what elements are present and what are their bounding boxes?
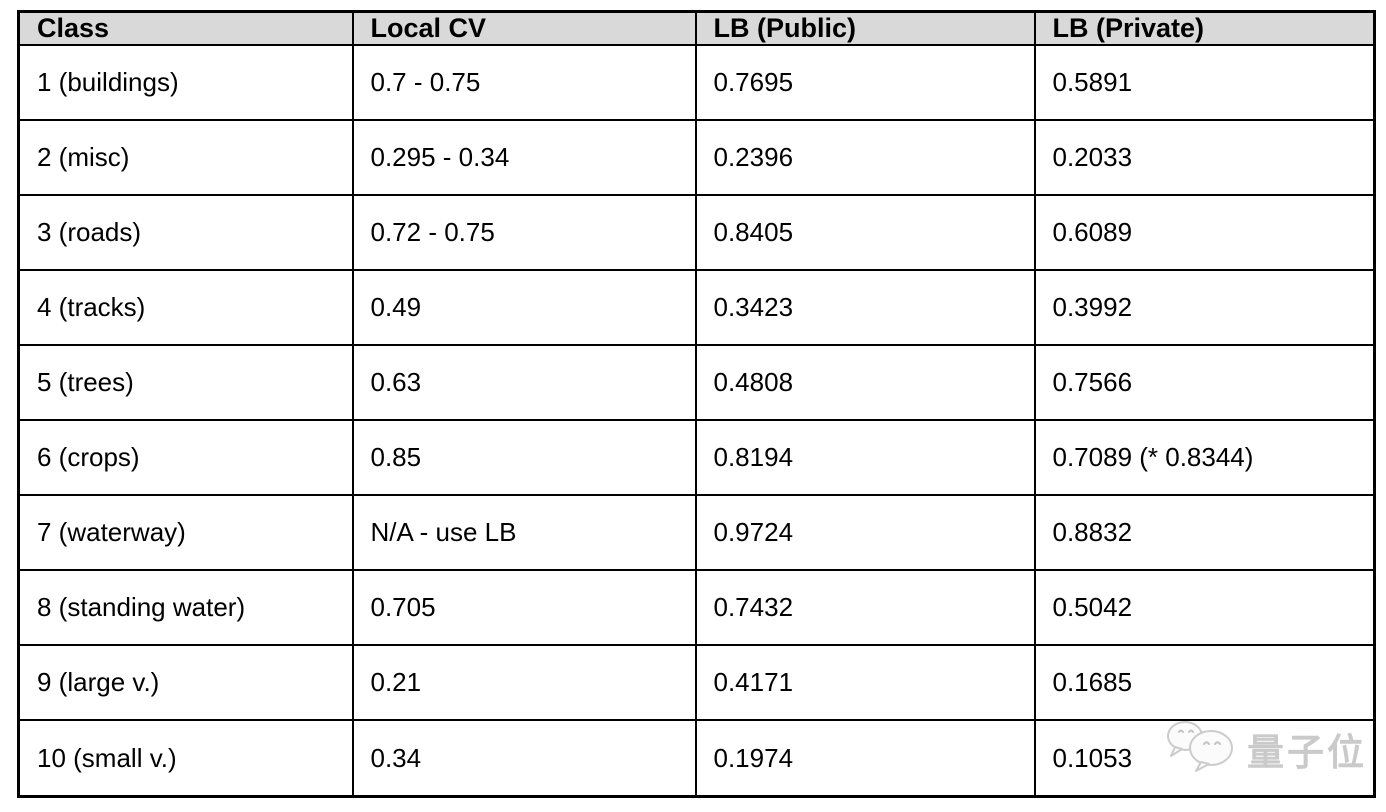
table-row: 1 (buildings) 0.7 - 0.75 0.7695 0.5891 bbox=[17, 43, 1376, 122]
cell-lb-public: 0.8405 bbox=[694, 194, 1036, 272]
table-row: 6 (crops) 0.85 0.8194 0.7089 (* 0.8344) bbox=[17, 419, 1376, 497]
table-row: 2 (misc) 0.295 - 0.34 0.2396 0.2033 bbox=[17, 119, 1376, 197]
cell-class: 10 (small v.) bbox=[17, 719, 354, 798]
cell-local-cv: 0.63 bbox=[351, 344, 697, 422]
cell-local-cv: 0.49 bbox=[351, 269, 697, 347]
cell-lb-private: 0.1053 bbox=[1033, 719, 1376, 798]
cell-lb-private: 0.7566 bbox=[1033, 344, 1376, 422]
table-row: 3 (roads) 0.72 - 0.75 0.8405 0.6089 bbox=[17, 194, 1376, 272]
table-header: Class Local CV LB (Public) LB (Private) bbox=[17, 10, 1376, 46]
cell-lb-public: 0.7432 bbox=[694, 569, 1036, 647]
cell-class: 8 (standing water) bbox=[17, 569, 354, 647]
table-row: 5 (trees) 0.63 0.4808 0.7566 bbox=[17, 344, 1376, 422]
cell-lb-private: 0.6089 bbox=[1033, 194, 1376, 272]
cell-class: 5 (trees) bbox=[17, 344, 354, 422]
cell-local-cv: 0.34 bbox=[351, 719, 697, 798]
cell-lb-public: 0.7695 bbox=[694, 43, 1036, 122]
cell-local-cv: 0.7 - 0.75 bbox=[351, 43, 697, 122]
cell-lb-private: 0.2033 bbox=[1033, 119, 1376, 197]
cell-class: 4 (tracks) bbox=[17, 269, 354, 347]
cell-class: 6 (crops) bbox=[17, 419, 354, 497]
header-cell-class: Class bbox=[17, 10, 354, 46]
cell-lb-public: 0.1974 bbox=[694, 719, 1036, 798]
table-row: 10 (small v.) 0.34 0.1974 0.1053 bbox=[17, 719, 1376, 798]
cell-local-cv: N/A - use LB bbox=[351, 494, 697, 572]
results-table: Class Local CV LB (Public) LB (Private) … bbox=[17, 10, 1376, 798]
cell-lb-private: 0.7089 (* 0.8344) bbox=[1033, 419, 1376, 497]
cell-local-cv: 0.295 - 0.34 bbox=[351, 119, 697, 197]
header-cell-lb-public: LB (Public) bbox=[694, 10, 1036, 46]
cell-lb-public: 0.2396 bbox=[694, 119, 1036, 197]
cell-class: 2 (misc) bbox=[17, 119, 354, 197]
header-cell-local-cv: Local CV bbox=[351, 10, 697, 46]
cell-class: 1 (buildings) bbox=[17, 43, 354, 122]
cell-class: 9 (large v.) bbox=[17, 644, 354, 722]
cell-lb-private: 0.3992 bbox=[1033, 269, 1376, 347]
header-cell-lb-private: LB (Private) bbox=[1033, 10, 1376, 46]
table-body: 1 (buildings) 0.7 - 0.75 0.7695 0.5891 2… bbox=[17, 43, 1376, 798]
cell-local-cv: 0.21 bbox=[351, 644, 697, 722]
cell-lb-public: 0.4808 bbox=[694, 344, 1036, 422]
cell-lb-public: 0.9724 bbox=[694, 494, 1036, 572]
cell-local-cv: 0.72 - 0.75 bbox=[351, 194, 697, 272]
cell-local-cv: 0.705 bbox=[351, 569, 697, 647]
cell-lb-private: 0.1685 bbox=[1033, 644, 1376, 722]
cell-lb-private: 0.5891 bbox=[1033, 43, 1376, 122]
cell-lb-public: 0.4171 bbox=[694, 644, 1036, 722]
table-row: 4 (tracks) 0.49 0.3423 0.3992 bbox=[17, 269, 1376, 347]
cell-class: 7 (waterway) bbox=[17, 494, 354, 572]
cell-lb-private: 0.5042 bbox=[1033, 569, 1376, 647]
cell-lb-public: 0.8194 bbox=[694, 419, 1036, 497]
cell-class: 3 (roads) bbox=[17, 194, 354, 272]
table-row: 7 (waterway) N/A - use LB 0.9724 0.8832 bbox=[17, 494, 1376, 572]
header-row: Class Local CV LB (Public) LB (Private) bbox=[17, 10, 1376, 46]
cell-lb-public: 0.3423 bbox=[694, 269, 1036, 347]
table-row: 8 (standing water) 0.705 0.7432 0.5042 bbox=[17, 569, 1376, 647]
cell-lb-private: 0.8832 bbox=[1033, 494, 1376, 572]
table-row: 9 (large v.) 0.21 0.4171 0.1685 bbox=[17, 644, 1376, 722]
cell-local-cv: 0.85 bbox=[351, 419, 697, 497]
